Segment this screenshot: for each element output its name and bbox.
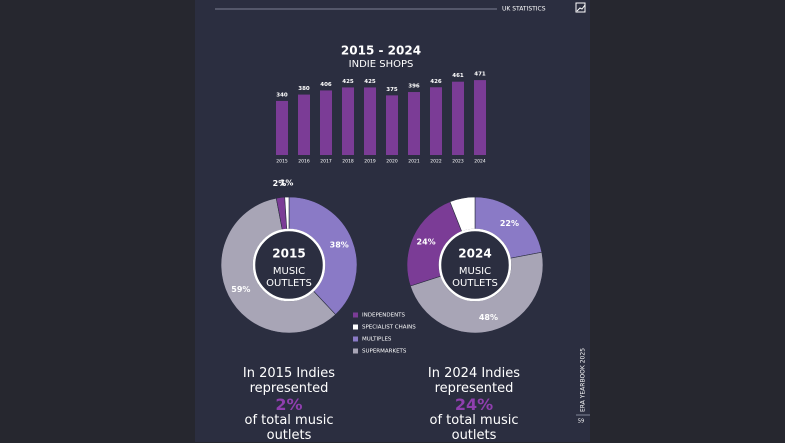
bar: [430, 87, 442, 155]
donut-year: 2024: [458, 247, 491, 261]
bar-subtitle: INDIE SHOPS: [349, 59, 414, 70]
data-label: 2%: [273, 179, 287, 188]
data-label: 1%: [280, 179, 294, 188]
caption-text: of total music outlets: [244, 413, 334, 443]
x-tick-label: 2021: [408, 159, 420, 165]
x-tick-label: 2022: [430, 159, 442, 165]
bar: [298, 94, 310, 155]
x-tick-label: 2020: [386, 159, 398, 165]
data-label: 48%: [479, 313, 498, 322]
value-label: 375: [386, 87, 398, 93]
caption-text: In 2015 Indies represented: [242, 366, 336, 396]
value-label: 471: [474, 72, 486, 78]
section-icon: [575, 2, 586, 13]
x-tick-label: 2019: [364, 159, 376, 165]
legend-label: SUPERMARKETS: [362, 349, 407, 355]
caption-text: In 2024 Indies represented: [427, 366, 521, 396]
donut-center-label: MUSIC OUTLETS: [266, 266, 312, 289]
value-label: 396: [408, 84, 420, 90]
caption: In 2015 Indies represented 2% of total mus…: [229, 366, 349, 443]
center-word: OUTLETS: [452, 278, 498, 289]
x-tick-label: 2016: [298, 159, 310, 165]
bar: [320, 90, 332, 155]
donut-year: 2015: [272, 247, 305, 261]
donut-center-label: MUSIC OUTLETS: [452, 266, 498, 289]
value-label: 425: [342, 79, 354, 85]
x-tick-label: 2015: [276, 159, 288, 165]
caption: In 2024 Indies represented 24% of total mu…: [414, 366, 534, 443]
caption-highlight: 2%: [275, 395, 303, 414]
data-label: 22%: [500, 219, 519, 228]
value-label: 340: [276, 92, 288, 98]
bar: [408, 92, 420, 155]
publication: ERA YEARBOOK 2025: [580, 348, 587, 412]
legend-swatch: [353, 348, 358, 354]
value-label: 425: [364, 79, 376, 85]
bar-title: 2015 - 2024: [341, 44, 421, 58]
center-word: MUSIC: [459, 266, 491, 277]
legend-swatch: [353, 312, 358, 318]
data-label: 6%: [458, 207, 472, 216]
legend-label: MULTIPLES: [362, 337, 392, 343]
caption-highlight: 24%: [454, 395, 494, 414]
data-label: 24%: [417, 238, 436, 247]
value-label: 380: [298, 86, 310, 92]
x-tick-label: 2017: [320, 159, 332, 165]
value-label: 461: [452, 73, 464, 79]
x-tick-label: 2018: [342, 159, 354, 165]
legend-label: SPECIALIST CHAINS: [362, 325, 416, 331]
legend-label: INDEPENDENTS: [362, 313, 406, 319]
bar: [276, 100, 288, 155]
bar: [364, 87, 376, 155]
center-word: OUTLETS: [266, 278, 312, 289]
donut-hole: [252, 228, 326, 302]
data-label: 59%: [231, 285, 250, 294]
legend-swatch: [353, 324, 358, 330]
data-label: 38%: [330, 241, 349, 250]
donut-hole: [438, 228, 512, 302]
bar: [474, 80, 486, 155]
x-tick-label: 2023: [452, 159, 464, 165]
section-label: UK STATISTICS: [502, 6, 546, 13]
bar: [452, 81, 464, 155]
x-tick-label: 2024: [474, 159, 486, 165]
value-label: 406: [320, 82, 332, 88]
center-word: MUSIC: [273, 266, 305, 277]
value-label: 426: [430, 79, 442, 85]
page-number: 59: [578, 419, 584, 425]
bar: [386, 95, 398, 155]
bar: [342, 87, 354, 155]
section-icon-line: [576, 4, 586, 12]
legend-swatch: [353, 336, 358, 342]
caption-text: of total music outlets: [429, 413, 519, 443]
